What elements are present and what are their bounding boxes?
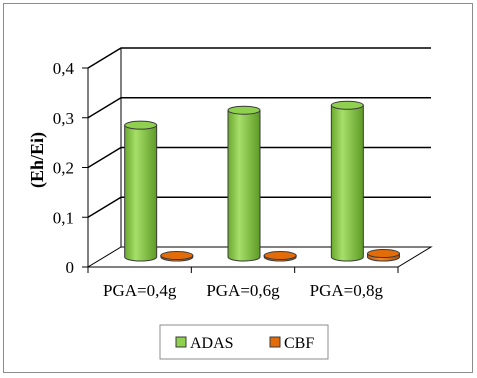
bar-adas <box>330 100 364 262</box>
labels: 0 0,1 0,2 0,3 0,4 PGA=0,4g PGA=0,6g PGA=0,8g <box>53 59 384 300</box>
bar-adas <box>227 105 261 262</box>
gridline <box>87 47 431 69</box>
legend-label: CBF <box>284 335 314 352</box>
legend-box <box>159 324 329 360</box>
y-tick-label: 0,1 <box>53 208 74 227</box>
y-tick-label: 0,2 <box>53 159 74 178</box>
y-tick-label: 0,3 <box>53 109 74 128</box>
y-axis-label: (Eh/Ei) <box>27 132 48 188</box>
x-tick-label: PGA=0,4g <box>103 281 177 300</box>
legend-label: ADAS <box>190 335 234 352</box>
bar-cbf <box>160 251 194 262</box>
bar-adas <box>124 120 158 262</box>
x-tick-label: PGA=0,6g <box>206 281 280 300</box>
x-tick-label: PGA=0,8g <box>310 281 384 300</box>
y-axis-depth-line <box>87 47 122 69</box>
legend: ADAS CBF <box>159 324 329 360</box>
bar-cbf <box>263 251 297 262</box>
legend-swatch <box>269 336 281 348</box>
bars <box>124 100 400 262</box>
y-tick-label: 0 <box>66 258 75 277</box>
bar-cbf <box>367 249 400 262</box>
y-tick-label: 0,4 <box>53 59 75 78</box>
legend-swatch <box>175 336 187 348</box>
